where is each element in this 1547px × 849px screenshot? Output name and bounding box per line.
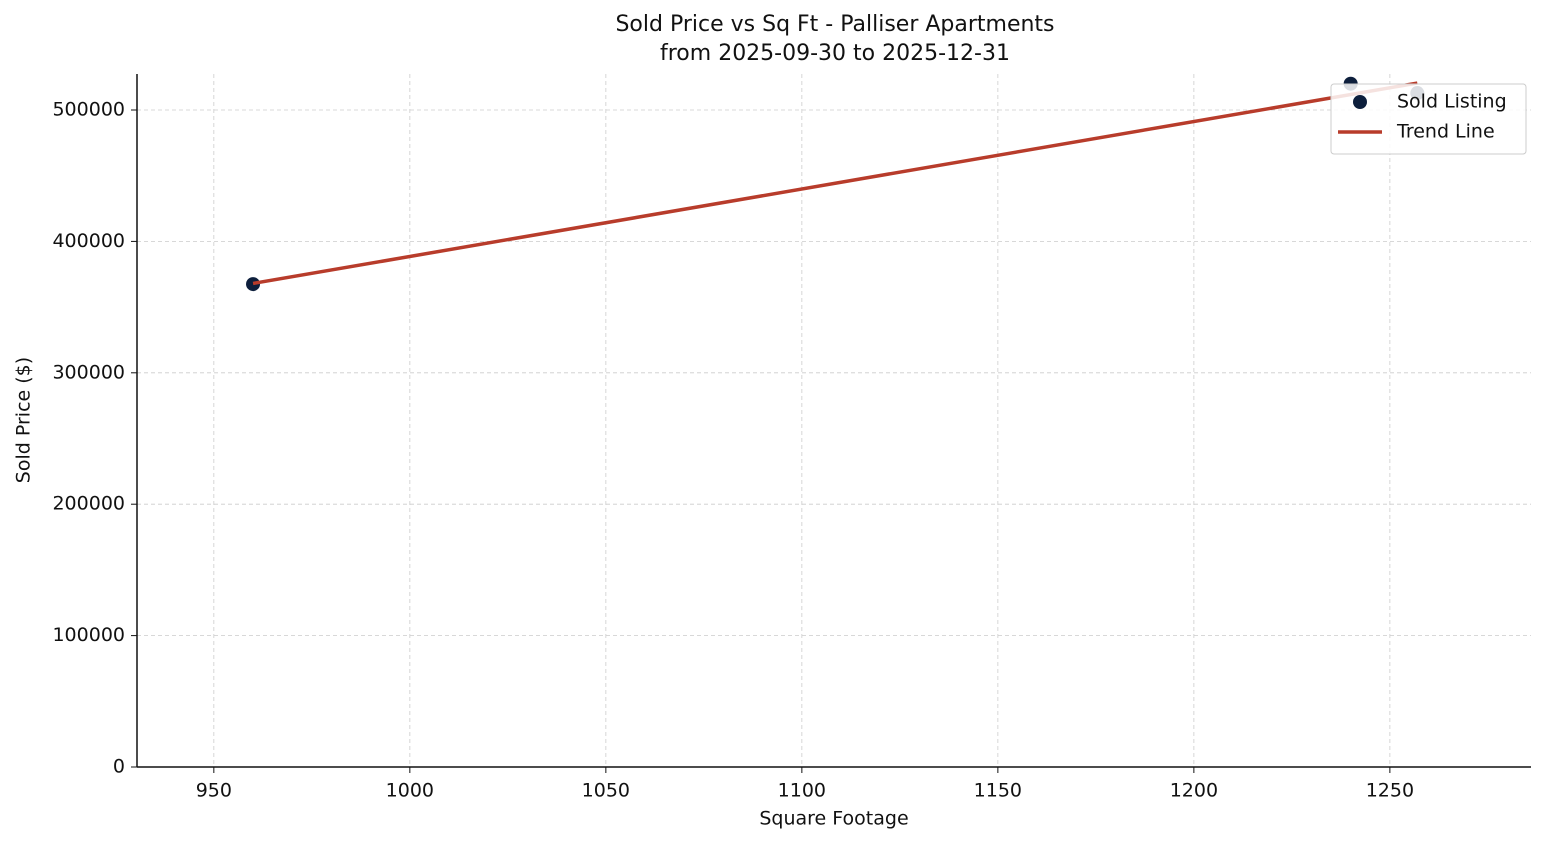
x-tick-label: 1100 <box>778 780 826 802</box>
y-tick-label: 400000 <box>52 230 125 252</box>
plot-area <box>246 76 1425 292</box>
trend-line <box>252 81 1418 286</box>
legend-box <box>1330 83 1527 155</box>
x-tick-label: 950 <box>196 780 232 802</box>
legend-swatch <box>1353 95 1367 109</box>
x-tick-label: 1200 <box>1170 780 1218 802</box>
y-tick-label: 300000 <box>52 361 125 383</box>
legend-label: Trend Line <box>1396 121 1495 143</box>
y-tick-label: 100000 <box>52 624 125 646</box>
chart-subtitle: from 2025-09-30 to 2025-12-31 <box>660 41 1010 66</box>
y-tick-label: 500000 <box>52 99 125 121</box>
x-tick-label: 1150 <box>974 780 1022 802</box>
grid <box>137 74 1531 768</box>
x-axis-label: Square Footage <box>759 808 908 830</box>
x-tick-label: 1000 <box>386 780 434 802</box>
chart-title: Sold Price vs Sq Ft - Palliser Apartment… <box>615 12 1054 37</box>
x-tick-label: 1250 <box>1366 780 1414 802</box>
y-tick-label: 200000 <box>52 493 125 515</box>
legend: Sold Listing Trend Line <box>1330 83 1527 155</box>
legend-label: Sold Listing <box>1397 91 1507 113</box>
point <box>246 277 261 292</box>
y-axis-label: Sold Price ($) <box>13 357 35 483</box>
y-tick-label: 0 <box>113 756 125 778</box>
x-tick-label: 1050 <box>582 780 630 802</box>
